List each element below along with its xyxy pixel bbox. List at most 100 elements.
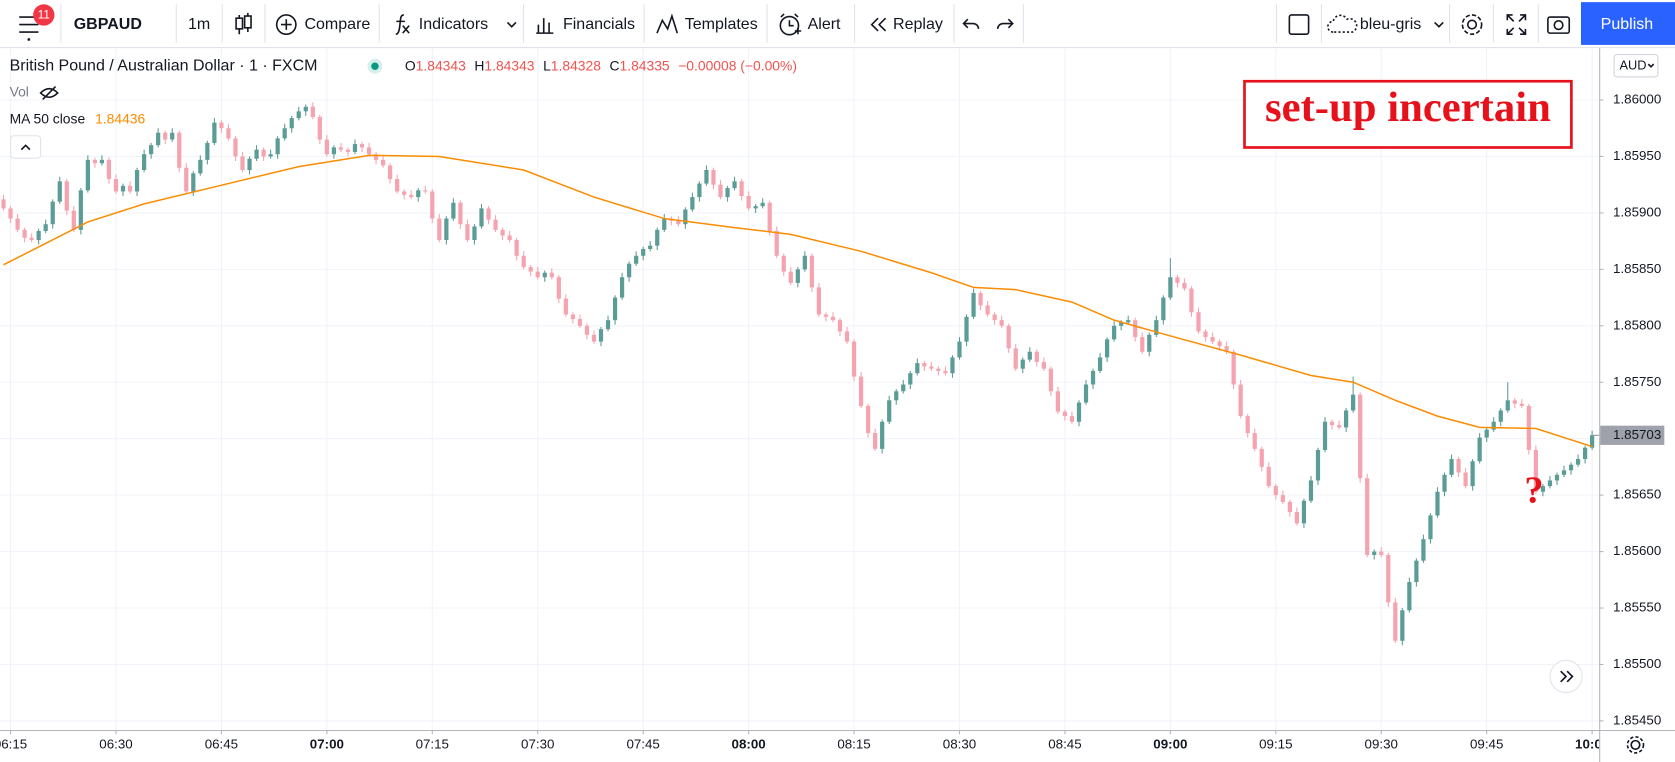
candle-body <box>254 149 259 159</box>
candle-body <box>113 179 119 192</box>
candle-body <box>402 191 407 195</box>
collapse-legend[interactable] <box>10 135 42 159</box>
chart-type-icon <box>243 15 252 29</box>
financials-button[interactable]: Financials <box>536 15 635 34</box>
candle-body <box>837 320 843 332</box>
candle-body <box>1069 416 1075 422</box>
fullscreen-button[interactable] <box>1506 14 1527 36</box>
snapshot-button[interactable] <box>1547 16 1571 34</box>
candle-body <box>437 218 442 241</box>
publish-button[interactable]: Publish <box>1580 2 1675 45</box>
candle-body <box>1568 464 1574 471</box>
candle-body <box>205 142 210 160</box>
candle-body <box>535 271 540 278</box>
candle-body <box>380 159 386 166</box>
candle-body <box>458 202 463 225</box>
x-tick-label: 07:30 <box>521 736 554 751</box>
candle-body <box>1505 400 1510 411</box>
candle-body <box>141 154 147 171</box>
x-tick-label: 09:15 <box>1259 736 1292 751</box>
settings-button[interactable] <box>1461 14 1483 36</box>
candle-body <box>71 210 76 230</box>
candle-body <box>1533 449 1539 492</box>
camera-icon <box>1553 20 1564 31</box>
candle-body <box>1463 472 1468 487</box>
candle-body <box>430 191 435 219</box>
candle-body <box>1252 433 1257 449</box>
market-status[interactable] <box>371 62 379 71</box>
time-axis-settings[interactable] <box>1626 736 1645 754</box>
candle-body <box>760 202 765 207</box>
cloud-icon <box>1327 14 1358 33</box>
scroll-to-realtime[interactable] <box>1549 659 1583 694</box>
candle-body <box>1161 297 1166 321</box>
candle-body <box>767 202 772 231</box>
hidden-icon[interactable] <box>39 85 59 100</box>
candle-body <box>345 149 351 152</box>
candle-body <box>479 208 484 227</box>
candle-body <box>1343 410 1349 428</box>
alert-button[interactable]: Alert <box>779 13 841 36</box>
candle-body <box>577 319 583 326</box>
candle-body <box>1358 394 1363 479</box>
candle-body <box>219 122 224 129</box>
indicators-button[interactable]: Indicators <box>395 14 517 36</box>
symbol-search[interactable]: GBPAUD <box>74 15 142 33</box>
currency-button[interactable]: AUD <box>1613 53 1659 78</box>
candle-body <box>1083 384 1089 403</box>
x-tick-label: 08:30 <box>943 736 976 751</box>
candle-body <box>247 158 252 171</box>
dropdown-icon <box>1434 21 1444 28</box>
candle-body <box>1477 437 1482 462</box>
candle-body <box>78 190 83 230</box>
candle-body <box>514 240 519 256</box>
x-tick-label: 07:45 <box>626 736 659 751</box>
candle-body <box>486 208 491 220</box>
y-tick-label: 1.85750 <box>1613 374 1661 389</box>
candle-body <box>170 132 175 140</box>
layout-menu[interactable]: bleu-gris <box>1327 14 1444 33</box>
candle-body <box>1027 351 1032 360</box>
indicator-name[interactable]: MA 50 close <box>10 110 86 126</box>
candle-body <box>844 331 850 342</box>
ohlc-value: 1.84335 <box>620 57 670 73</box>
candle-body <box>331 147 336 155</box>
templates-button[interactable]: Templates <box>656 13 758 34</box>
interval-button[interactable]: 1m <box>188 15 210 33</box>
layout-button[interactable] <box>1288 14 1310 36</box>
replay-button[interactable]: Replay <box>870 15 943 33</box>
candle-body <box>809 255 814 288</box>
y-tick-label: 1.85650 <box>1613 487 1661 502</box>
candle-body <box>451 202 456 219</box>
candle-body <box>648 245 653 250</box>
x-tick-label: 06:30 <box>99 736 132 751</box>
redo-button[interactable] <box>996 18 1014 29</box>
candle-body <box>149 145 154 155</box>
candle-body <box>1126 320 1131 323</box>
candle-body <box>1449 459 1454 475</box>
candle-body <box>943 370 948 374</box>
compare-button[interactable]: Compare <box>275 14 371 36</box>
candle-body <box>8 208 13 219</box>
candle-body <box>1055 391 1061 412</box>
chart-type-button[interactable] <box>235 12 252 35</box>
undo-button[interactable] <box>962 18 980 29</box>
candle-body <box>303 106 308 112</box>
candle-body <box>1203 331 1208 338</box>
menu-button[interactable]: 11 <box>19 4 55 41</box>
candle-body <box>795 269 800 283</box>
financials-label: Financials <box>563 15 635 33</box>
candle-body <box>338 147 344 150</box>
candle-body <box>1540 486 1546 492</box>
annotation-text[interactable]: set-up incertain <box>1265 84 1551 131</box>
candle-body <box>1273 486 1278 496</box>
annotation-box[interactable] <box>1243 79 1573 149</box>
candle-body <box>584 325 590 335</box>
annotation-question[interactable]: ? <box>1524 470 1543 512</box>
candle-body <box>1484 429 1489 438</box>
candle-body <box>858 376 864 406</box>
volume-label[interactable]: Vol <box>10 84 29 100</box>
financials-icon <box>536 18 554 34</box>
candle-body <box>1372 551 1377 555</box>
